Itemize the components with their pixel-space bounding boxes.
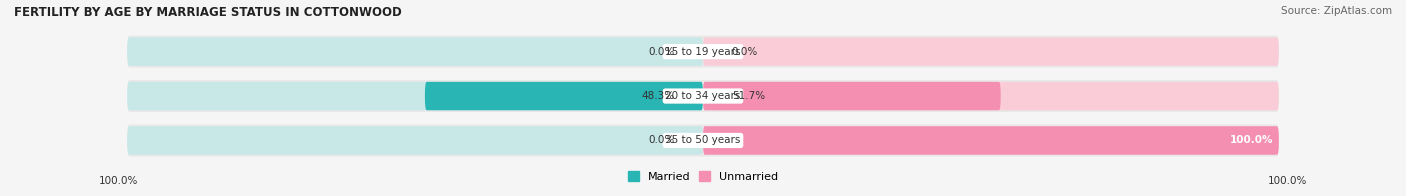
FancyBboxPatch shape — [127, 82, 703, 110]
Text: 35 to 50 years: 35 to 50 years — [665, 135, 741, 145]
Text: 100.0%: 100.0% — [1229, 135, 1272, 145]
Text: FERTILITY BY AGE BY MARRIAGE STATUS IN COTTONWOOD: FERTILITY BY AGE BY MARRIAGE STATUS IN C… — [14, 6, 402, 19]
FancyBboxPatch shape — [127, 37, 703, 66]
Text: 15 to 19 years: 15 to 19 years — [665, 47, 741, 57]
Text: 51.7%: 51.7% — [731, 91, 765, 101]
FancyBboxPatch shape — [127, 80, 1279, 112]
Text: 20 to 34 years: 20 to 34 years — [665, 91, 741, 101]
FancyBboxPatch shape — [127, 126, 703, 155]
FancyBboxPatch shape — [703, 82, 1001, 110]
FancyBboxPatch shape — [703, 126, 1279, 155]
Text: 0.0%: 0.0% — [648, 47, 675, 57]
FancyBboxPatch shape — [703, 37, 1279, 66]
FancyBboxPatch shape — [127, 124, 1279, 156]
Text: 100.0%: 100.0% — [1268, 176, 1308, 186]
Text: 0.0%: 0.0% — [731, 47, 758, 57]
Legend: Married, Unmarried: Married, Unmarried — [623, 167, 783, 187]
FancyBboxPatch shape — [425, 82, 703, 110]
FancyBboxPatch shape — [703, 126, 1279, 155]
FancyBboxPatch shape — [127, 36, 1279, 68]
Text: 48.3%: 48.3% — [641, 91, 675, 101]
Text: 100.0%: 100.0% — [98, 176, 138, 186]
Text: 0.0%: 0.0% — [648, 135, 675, 145]
Text: Source: ZipAtlas.com: Source: ZipAtlas.com — [1281, 6, 1392, 16]
FancyBboxPatch shape — [703, 82, 1279, 110]
